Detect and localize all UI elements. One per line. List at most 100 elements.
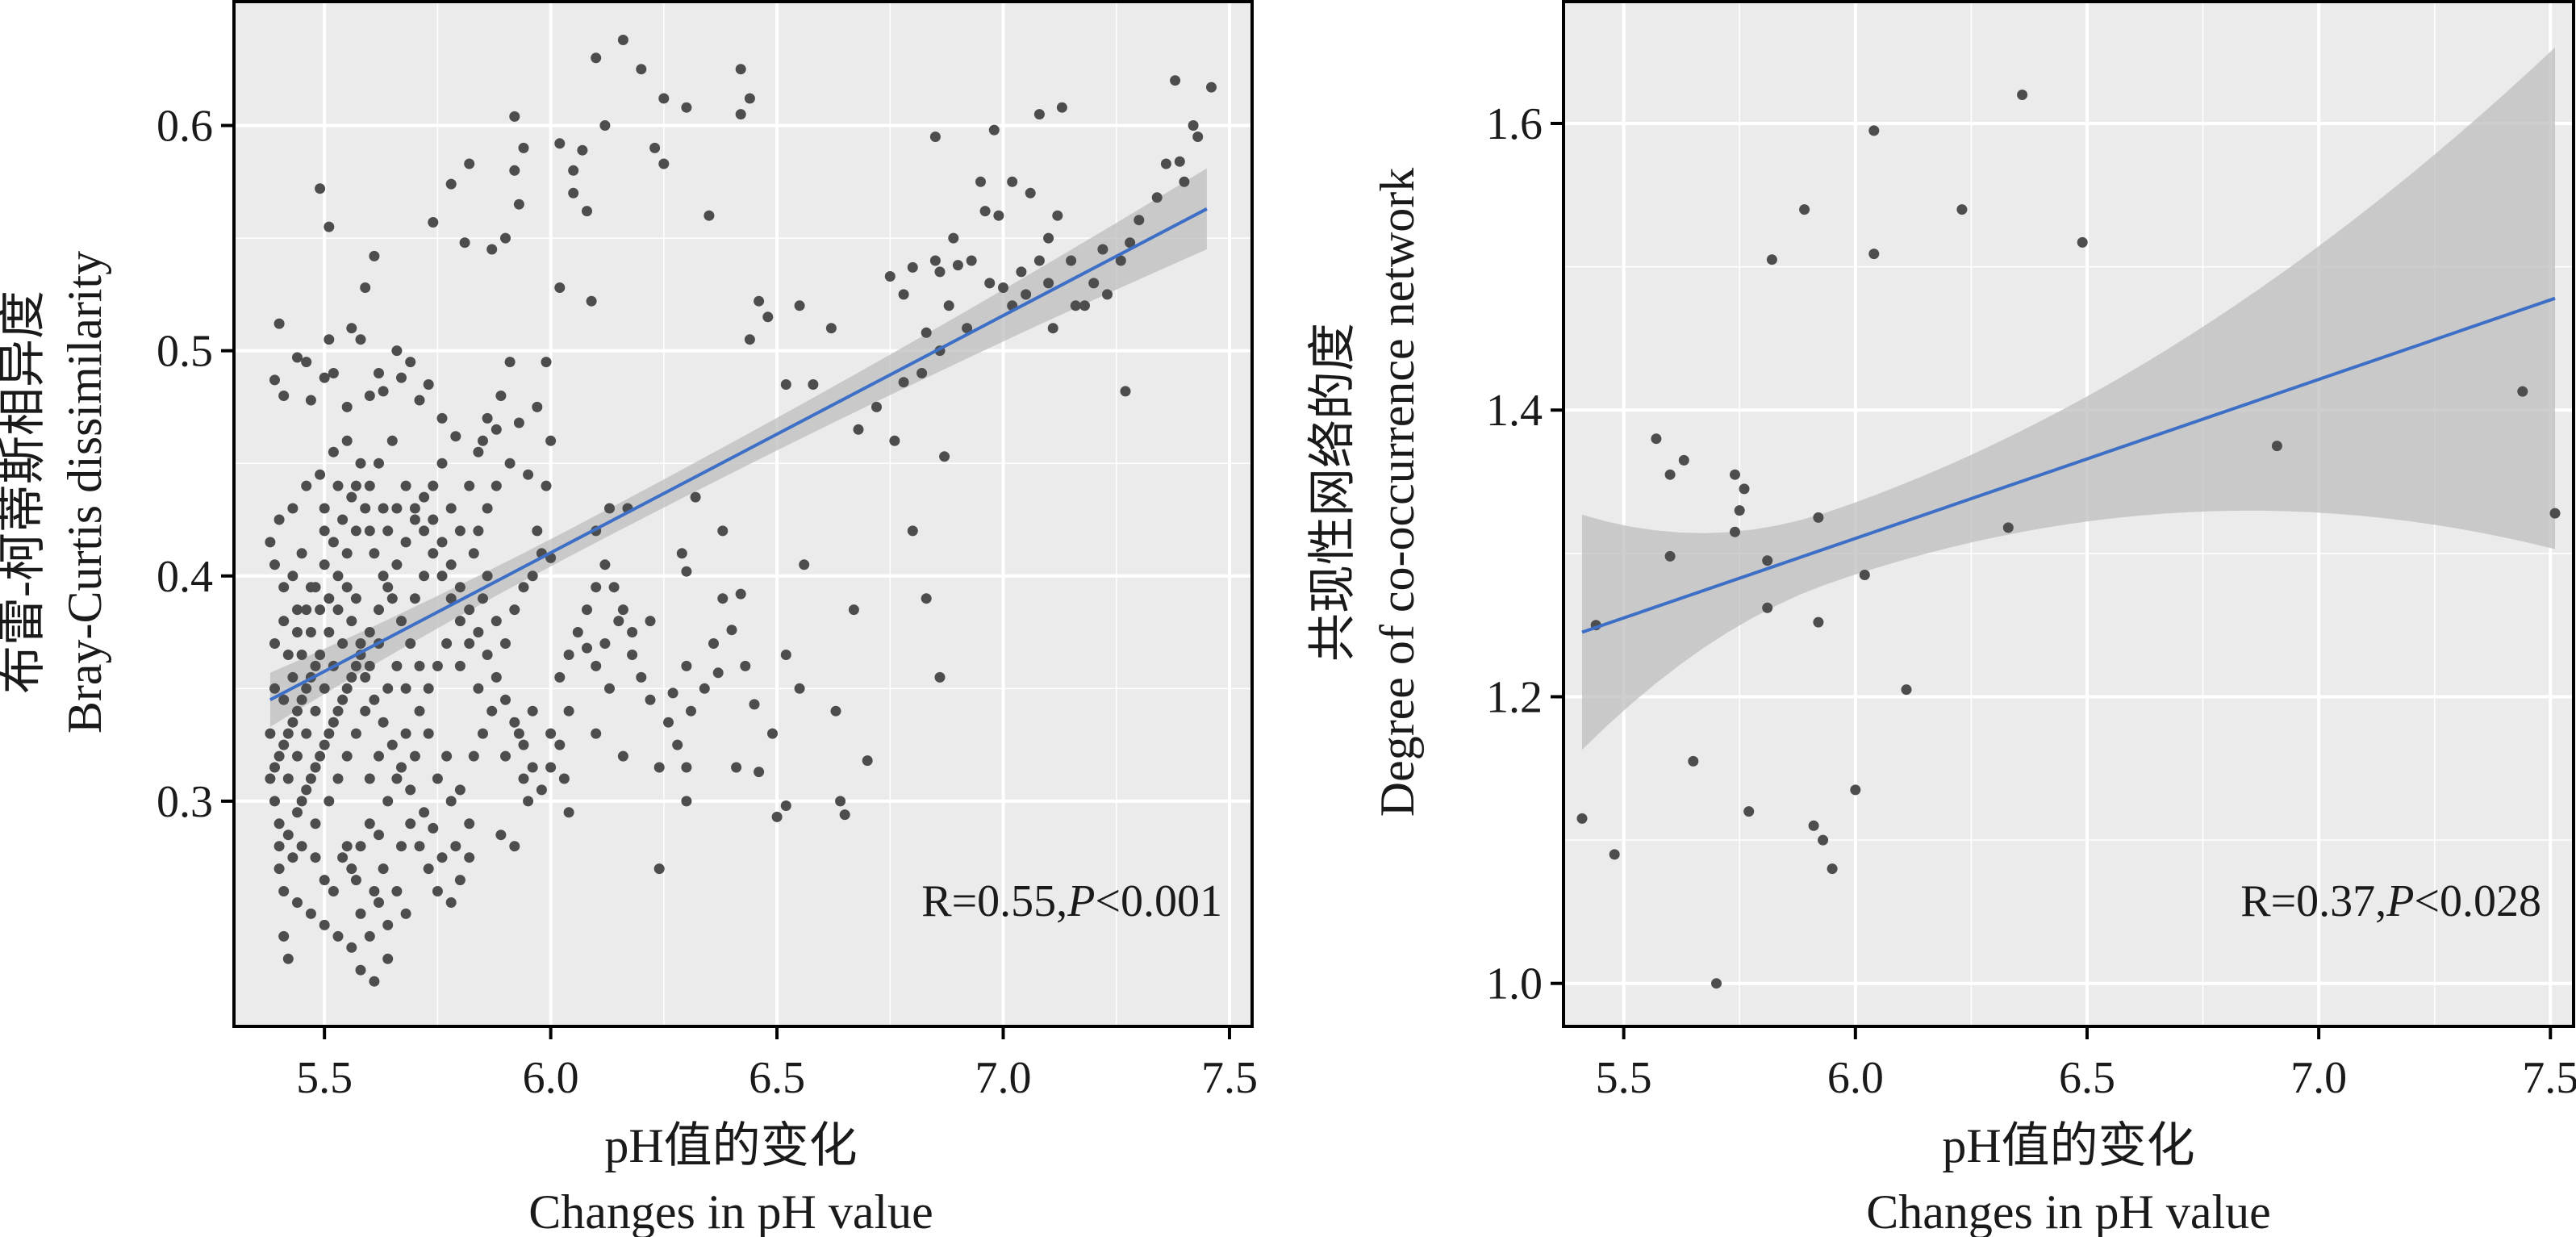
data-point-323 [315,750,326,762]
data-point-26 [324,221,335,232]
data-point-4 [2077,236,2088,248]
data-point-3 [636,64,647,75]
data-point-287 [328,537,339,548]
data-point-421 [591,582,602,593]
data-point-4 [658,93,670,104]
data-point-255 [265,773,276,784]
data-point-118 [1070,300,1081,311]
data-point-185 [527,570,538,582]
data-point-258 [292,705,303,717]
data-point-42 [319,372,330,383]
data-point-22 [500,232,511,244]
data-point-418 [563,650,574,660]
data-point-222 [374,830,384,841]
x-tick-label-0: 5.5 [1596,1053,1652,1103]
data-point-162 [627,627,638,637]
data-point-14 [1734,505,1745,516]
data-point-208 [450,841,461,852]
data-point-307 [369,548,380,559]
data-point-96 [1206,81,1217,93]
data-point-322 [305,773,316,784]
data-point-376 [350,593,361,604]
data-point-344 [350,875,361,886]
data-point-59 [504,357,516,368]
plot-frame [1562,0,2575,1028]
data-point-403 [428,514,439,525]
data-point-76 [943,300,954,311]
data-point-175 [509,841,520,852]
data-point-246 [278,930,290,942]
data-point-164 [591,660,602,671]
data-point-393 [337,694,349,705]
data-point-102 [929,132,941,142]
data-point-347 [364,773,375,784]
data-point-304 [396,616,407,627]
data-point-429 [672,739,683,750]
data-point-110 [907,261,918,273]
data-point-260 [310,660,321,671]
data-point-81 [1043,232,1054,244]
data-point-148 [848,604,859,616]
data-point-113 [952,260,963,271]
data-point-126 [717,525,729,537]
data-point-93 [1160,158,1171,169]
data-point-23 [486,244,498,255]
data-point-346 [355,841,366,852]
data-point-236 [278,886,290,896]
data-point-218 [391,773,403,784]
data-point-69 [853,424,864,435]
data-point-13 [518,142,529,153]
data-point-9 [1651,433,1662,445]
data-point-377 [341,582,353,593]
data-point-169 [554,671,566,683]
data-point-271 [350,525,361,537]
data-point-349 [382,683,394,694]
data-point-389 [301,784,312,796]
data-point-209 [436,852,448,863]
data-point-328 [360,671,371,683]
data-point-53 [436,412,448,424]
data-point-48 [364,391,375,401]
data-point-18 [568,187,579,199]
data-point-265 [296,650,307,660]
data-point-338 [454,875,466,886]
data-point-234 [305,908,316,919]
data-point-383 [287,717,299,728]
data-point-12 [658,158,670,169]
data-point-165 [582,642,592,654]
data-point-288 [337,514,349,525]
data-point-107 [979,206,991,217]
data-point-183 [509,604,520,616]
data-point-423 [608,582,620,593]
data-point-1 [735,64,746,75]
data-point-355 [436,458,448,469]
data-point-19 [568,165,579,176]
data-point-202 [486,705,498,717]
data-point-90 [1134,215,1145,226]
data-point-34 [324,334,335,345]
data-point-15 [445,178,457,190]
data-point-29 [1808,820,1819,831]
data-point-212 [432,773,443,784]
data-point-199 [464,638,475,649]
data-point-252 [310,852,321,863]
data-point-362 [319,525,330,537]
data-point-330 [378,717,389,728]
data-point-163 [599,638,611,649]
data-point-219 [405,784,416,796]
data-point-191 [523,469,534,480]
data-point-408 [473,627,484,637]
data-point-357 [454,525,466,537]
data-point-103 [975,176,986,187]
data-point-27 [582,206,592,217]
data-point-229 [369,976,380,987]
data-point-224 [378,863,389,875]
data-point-23 [1813,616,1824,628]
data-point-30 [586,295,597,307]
data-point-77 [962,323,973,334]
data-point-31 [1850,784,1861,796]
data-point-115 [998,282,1008,293]
data-point-419 [572,627,583,637]
data-point-0 [617,35,628,45]
data-point-237 [273,863,285,875]
